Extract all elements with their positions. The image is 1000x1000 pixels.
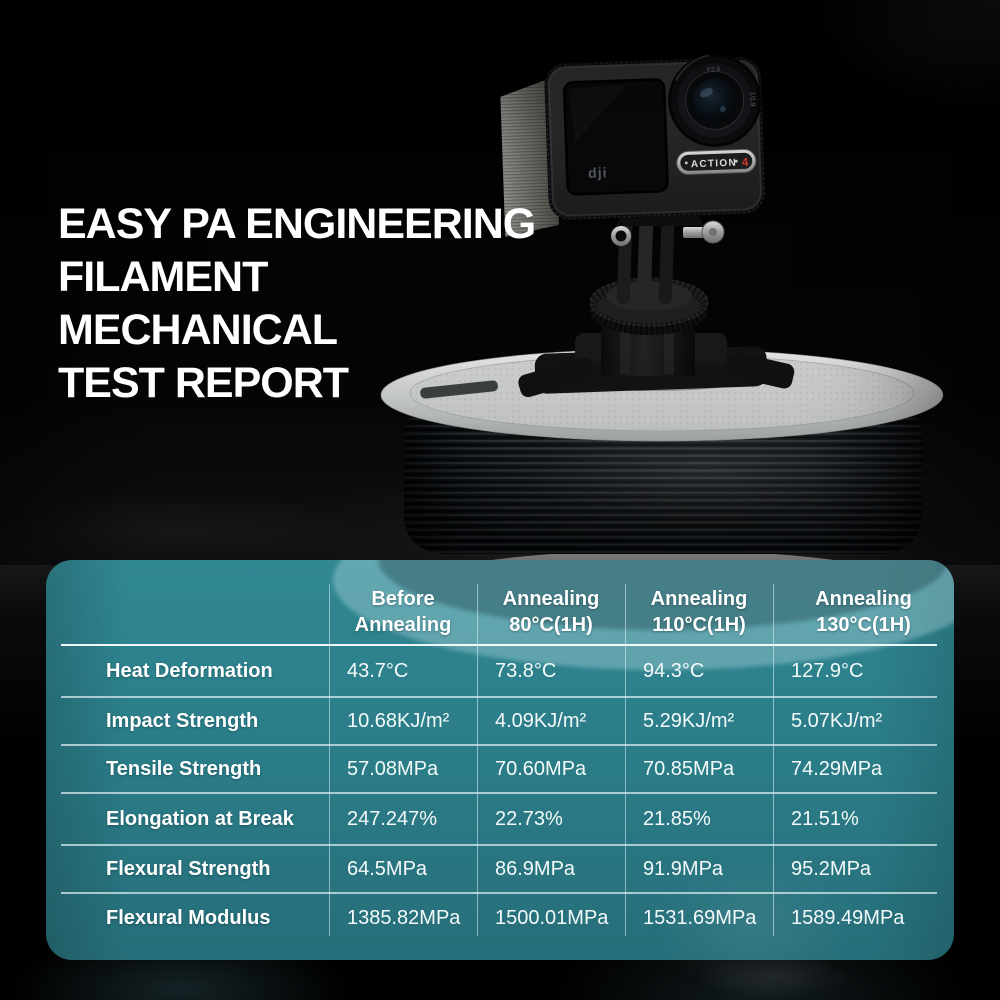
row-label-tensile-strength: Tensile Strength [106, 757, 262, 780]
data-table: Before Annealing Annealing 80°C(1H) Anne… [46, 560, 954, 960]
table-cell: 64.5MPa [347, 857, 428, 880]
badge-dot-right [734, 159, 738, 163]
row-divider [61, 744, 937, 746]
header-line: Annealing [502, 587, 600, 610]
header-line: Annealing [815, 587, 912, 610]
table-cell: 1589.49MPa [791, 907, 905, 929]
table-cell: 57.08MPa [347, 757, 439, 780]
table-cell: 21.51% [791, 807, 859, 830]
table-cell: 95.2MPa [791, 857, 872, 880]
lens-marking-aperture: F2.8 [707, 66, 721, 73]
column-header-annealing-130: Annealing 130°C(1H) [773, 560, 954, 645]
title-line-2: FILAMENT [58, 253, 268, 301]
table-cell: 70.60MPa [495, 757, 587, 780]
action4-badge: ACTION 4 [676, 148, 757, 175]
table-cell: 247.247% [347, 807, 438, 830]
header-line: Annealing [650, 587, 748, 610]
table-cell: 5.07KJ/m² [791, 709, 883, 732]
title-line-4: TEST REPORT [58, 359, 349, 407]
header-line: 130°C(1H) [816, 613, 911, 636]
column-divider [773, 584, 774, 936]
row-label-flexural-modulus: Flexural Modulus [106, 907, 271, 929]
table-cell: 73.8°C [495, 659, 557, 682]
dji-logo-text: dji [588, 164, 608, 181]
table-cell: 1500.01MPa [495, 907, 609, 929]
camera-screen: dji [563, 78, 669, 196]
table-cell: 91.9MPa [643, 857, 724, 880]
table-cell: 43.7°C [347, 659, 409, 682]
header-spacer [46, 560, 329, 645]
row-divider [61, 892, 937, 894]
table-cell: 86.9MPa [495, 857, 576, 880]
table-cell: 21.85% [643, 807, 711, 830]
column-divider [625, 584, 626, 936]
header-line: Annealing [354, 613, 452, 636]
table-cell: 94.3°C [643, 659, 705, 682]
column-header-before-annealing: Before Annealing [329, 560, 477, 645]
table-cell: 4.09KJ/m² [495, 709, 587, 732]
title-line-3: MECHANICAL [58, 306, 338, 354]
row-label-elongation-at-break: Elongation at Break [106, 807, 294, 830]
page-title: EASY PA ENGINEERING FILAMENT MECHANICAL … [58, 198, 598, 410]
table-cell: 127.9°C [791, 659, 864, 682]
column-divider [477, 584, 478, 936]
table-cell: 22.73% [495, 807, 563, 830]
camera-lens: F2.8 1/1.9 [668, 53, 762, 147]
badge-dot-left [684, 161, 688, 165]
row-divider [61, 696, 937, 698]
badge-action-text: ACTION [691, 158, 737, 171]
badge-number: 4 [742, 157, 749, 169]
table-cell: 10.68KJ/m² [347, 709, 450, 732]
title-line-1: EASY PA ENGINEERING [58, 200, 536, 248]
header-line: 80°C(1H) [509, 613, 593, 636]
action-camera: dji F2.8 1/1.9 ACTION 4 [500, 53, 766, 237]
row-label-heat-deformation: Heat Deformation [106, 659, 273, 682]
column-header-annealing-110: Annealing 110°C(1H) [625, 560, 773, 645]
lens-marking-sensor: 1/1.9 [748, 92, 756, 107]
header-divider [61, 644, 937, 646]
row-divider [61, 844, 937, 846]
test-report-table-panel: Before Annealing Annealing 80°C(1H) Anne… [46, 560, 954, 960]
table-cell: 74.29MPa [791, 757, 883, 780]
row-divider [61, 792, 937, 794]
column-header-annealing-80: Annealing 80°C(1H) [477, 560, 625, 645]
table-cell: 5.29KJ/m² [643, 709, 735, 732]
table-cell: 70.85MPa [643, 757, 735, 780]
table-cell: 1385.82MPa [347, 907, 461, 929]
header-line: 110°C(1H) [652, 613, 746, 636]
table-cell: 1531.69MPa [643, 907, 757, 929]
column-divider [329, 584, 330, 936]
row-label-impact-strength: Impact Strength [106, 709, 259, 732]
printed-mount [518, 206, 795, 398]
header-line: Before [371, 587, 435, 610]
row-label-flexural-strength: Flexural Strength [106, 857, 271, 880]
